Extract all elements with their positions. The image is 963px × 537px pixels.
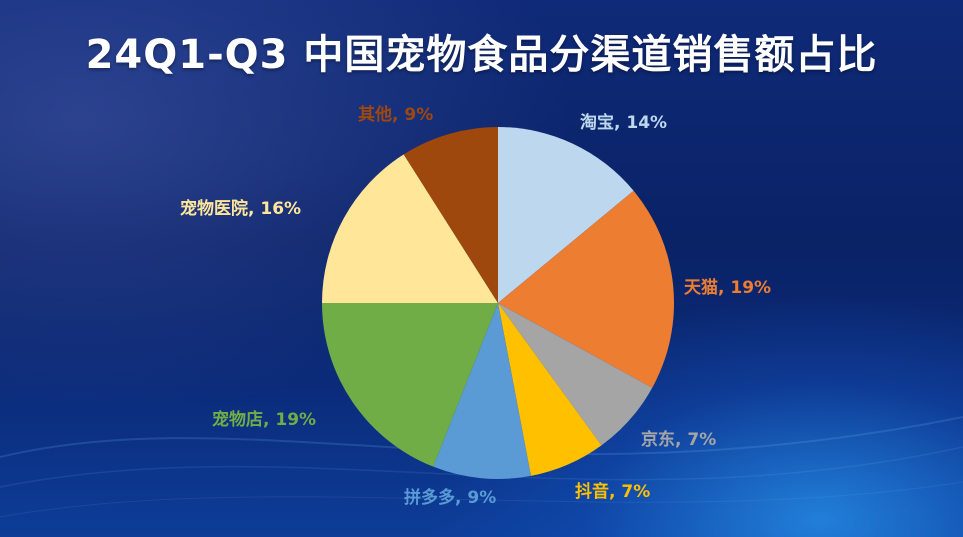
data-label-6: 宠物店, 19% [212,409,316,430]
data-label-8: 其他, 9% [358,104,433,125]
pie-slice-5 [433,303,531,479]
chart-title: 24Q1-Q3 中国宠物食品分渠道销售额占比 [85,32,878,78]
pie-slice-6 [322,303,498,467]
data-label-5: 拼多多, 9% [404,487,496,508]
data-label-1: 淘宝, 14% [580,112,667,133]
pie-slice-3 [498,303,653,446]
pie-slices [322,127,675,479]
pie-labels: 淘宝, 14% 天猫, 19% 京东, 7% 抖音, 7% 拼多多, 9% 宠物店, 19… [180,104,771,508]
pie-slice-7 [322,154,498,303]
pie-slice-8 [403,127,498,303]
pie-slice-2 [498,190,675,388]
data-label-7: 宠物医院, 16% [180,198,301,219]
pie-slice-4 [498,303,602,476]
data-label-3: 京东, 7% [641,429,716,450]
pie-slice-1 [498,127,634,303]
data-label-2: 天猫, 19% [684,277,771,298]
data-label-4: 抖音, 7% [575,481,650,502]
